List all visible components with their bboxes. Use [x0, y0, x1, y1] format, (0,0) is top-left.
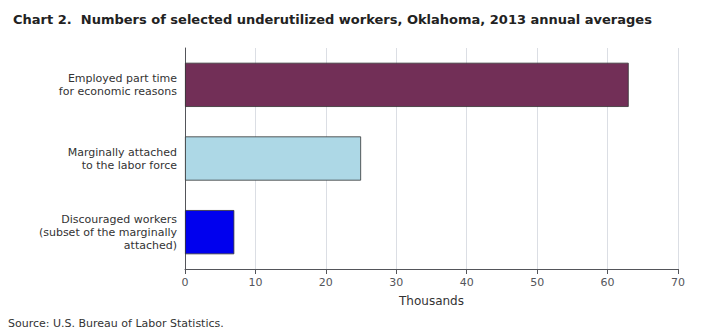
svg-text:10: 10 — [248, 276, 262, 289]
svg-text:60: 60 — [601, 276, 615, 289]
svg-text:50: 50 — [530, 276, 544, 289]
svg-text:20: 20 — [319, 276, 333, 289]
svg-text:for economic reasons: for economic reasons — [59, 85, 177, 98]
svg-text:Source: U.S. Bureau of Labor S: Source: U.S. Bureau of Labor Statistics. — [8, 317, 224, 330]
svg-text:30: 30 — [389, 276, 403, 289]
svg-text:attached): attached) — [124, 239, 177, 252]
svg-text:(subset of the marginally: (subset of the marginally — [39, 226, 178, 239]
svg-text:70: 70 — [671, 276, 685, 289]
svg-text:Chart 2. Numbers of selected: Chart 2. Numbers of selected underutiliz… — [13, 12, 652, 27]
svg-text:to the labor force: to the labor force — [82, 159, 178, 172]
svg-text:40: 40 — [460, 276, 474, 289]
svg-text:Employed part time: Employed part time — [68, 72, 177, 85]
svg-text:Discouraged workers: Discouraged workers — [61, 213, 177, 226]
svg-text:Marginally attached: Marginally attached — [68, 146, 177, 159]
svg-text:Thousands: Thousands — [398, 294, 464, 308]
svg-text:0: 0 — [182, 276, 189, 289]
